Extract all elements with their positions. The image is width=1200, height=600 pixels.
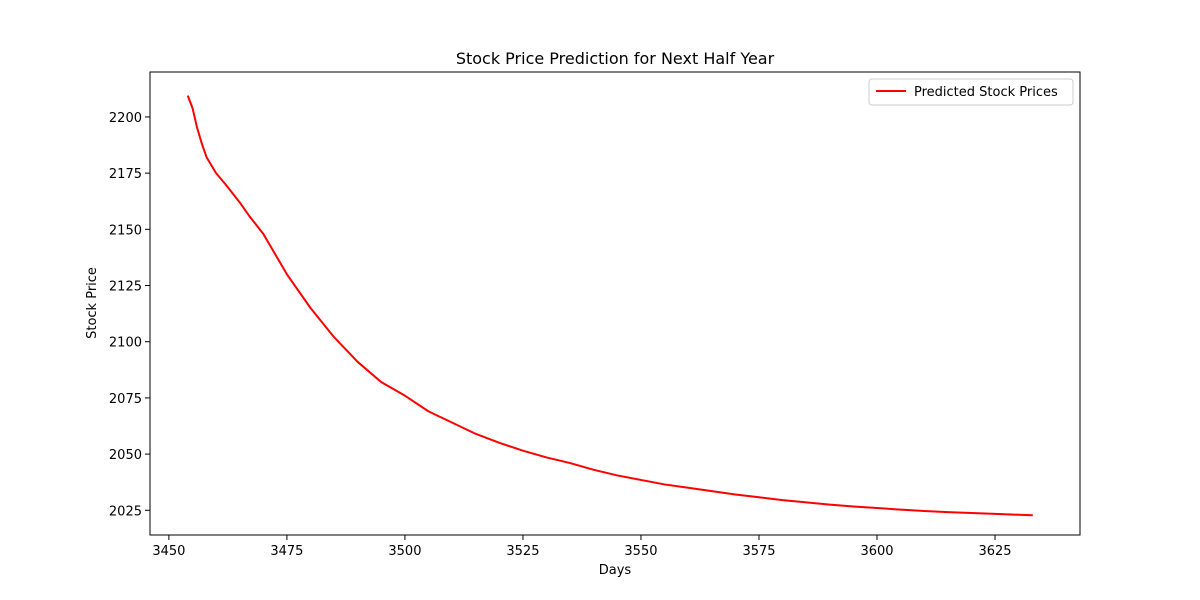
x-tick-label: 3575 [742,544,775,559]
axes-frame [149,71,1081,536]
series-line-predicted-stock-prices [186,95,1033,517]
plot-area [186,95,1033,517]
y-tick-label: 2075 [109,392,142,407]
x-axis-label: Days [599,563,632,578]
y-tick-label: 2200 [109,111,142,126]
chart-title: Stock Price Prediction for Next Half Yea… [456,49,775,68]
y-tick-label: 2025 [109,504,142,519]
legend-label: Predicted Stock Prices [914,85,1058,100]
x-tick-label: 3625 [978,544,1011,559]
y-tick-label: 2150 [109,223,142,238]
y-tick-label: 2050 [109,448,142,463]
x-tick-label: 3475 [270,544,303,559]
x-tick-label: 3525 [506,544,539,559]
x-tick-label: 3500 [388,544,421,559]
legend: Predicted Stock Prices [868,78,1074,106]
x-tick-label: 3600 [860,544,893,559]
x-tick-label: 3550 [624,544,657,559]
x-axis: 3450 3475 3500 3525 3550 3575 3600 3625 [152,535,1012,559]
legend-box [868,78,1074,106]
x-tick-label: 3450 [152,544,185,559]
y-tick-label: 2175 [109,167,142,182]
y-tick-label: 2100 [109,336,142,351]
y-axis-label: Stock Price [85,267,100,339]
y-tick-label: 2125 [109,280,142,295]
y-axis: 2025 2050 2075 2100 2125 2150 2175 2200 [109,111,150,519]
